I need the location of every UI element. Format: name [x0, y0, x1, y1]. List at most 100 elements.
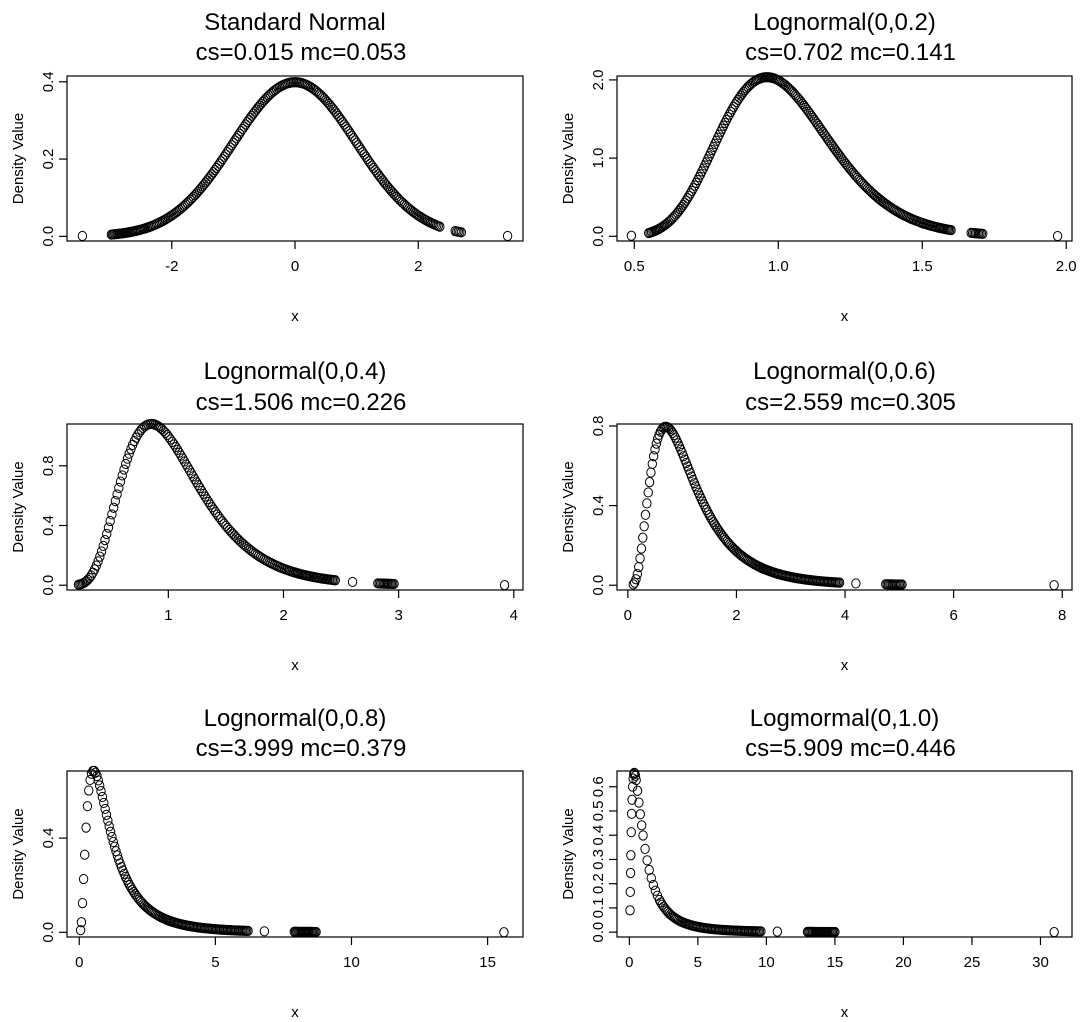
data-point [183, 462, 193, 473]
x-tick-label: 1 [164, 607, 172, 624]
data-point [389, 578, 399, 590]
data-point [169, 439, 179, 450]
data-point [625, 886, 635, 898]
x-tick-label: -2 [165, 258, 178, 275]
data-point [123, 877, 133, 888]
x-axis-label: x [841, 657, 849, 674]
data-point [107, 509, 117, 520]
data-point [77, 897, 88, 909]
x-tick-label: 2 [279, 607, 287, 624]
data-point [703, 154, 713, 165]
data-point [327, 102, 337, 113]
data-point [1052, 230, 1063, 242]
x-tick-label: 30 [1032, 954, 1049, 971]
data-point [696, 493, 706, 504]
panel-2: Lognormal(0,0.2) cs=0.702 mc=0.141 0.5 1.0 1… [560, 9, 1077, 325]
data-point [703, 507, 713, 518]
data-point [93, 556, 103, 567]
data-point [632, 785, 643, 796]
x-tick-label: 0.5 [624, 258, 645, 275]
data-point [691, 177, 701, 188]
x-tick-label: 2.0 [1056, 258, 1077, 275]
data-point [198, 488, 209, 499]
data-point [307, 82, 317, 94]
y-axis-label: Density Value [10, 808, 27, 899]
data-point [636, 543, 647, 554]
data-point [92, 770, 102, 782]
y-axis-label: Density Value [560, 461, 577, 552]
data-point [670, 432, 681, 443]
panel-6: Logmormal(0,1.0) cs=5.909 mc=0.446 0 5 10 15 2… [560, 705, 1073, 1021]
data-point [184, 465, 195, 476]
y-tick-label: 0.8 [590, 416, 607, 437]
data-point [205, 499, 216, 510]
y-axis-label: Density Value [10, 461, 27, 552]
data-point [250, 106, 260, 117]
data-point [159, 425, 169, 437]
y-axis: 0.0 0.4 0.8 [40, 455, 67, 596]
data-point [202, 494, 212, 505]
data-point [701, 504, 712, 515]
data-point [720, 117, 730, 128]
data-point [710, 138, 720, 149]
data-point [178, 453, 188, 464]
plot-frame [66, 770, 524, 938]
y-tick-label: 0.2 [40, 149, 57, 170]
x-tick-label: 0 [625, 954, 633, 971]
data-point [200, 491, 210, 502]
data-point [684, 190, 694, 201]
data-point [379, 177, 390, 188]
panel-subtitle: cs=3.999 mc=0.379 [196, 735, 407, 762]
data-point [114, 482, 124, 494]
x-tick-label: 5 [211, 954, 219, 971]
x-axis-label: x [291, 657, 299, 674]
data-point [830, 926, 840, 938]
data-point [77, 230, 88, 242]
data-point [105, 515, 115, 527]
data-point [643, 487, 653, 498]
panel-1: Standard Normal cs=0.015 mc=0.053 -2 0 2 x 0.0… [10, 9, 524, 325]
y-tick-label: 2.0 [590, 69, 607, 90]
data-point [228, 528, 238, 539]
panel-subtitle: cs=0.702 mc=0.141 [745, 39, 956, 66]
data-point [631, 574, 641, 585]
data-point [251, 104, 262, 115]
data-point [625, 867, 636, 879]
data-point [834, 577, 845, 588]
data-points [628, 421, 1059, 591]
data-point [631, 774, 641, 786]
panel-title: Lognormal(0,0.4) [204, 358, 387, 385]
data-point [109, 841, 120, 852]
data-point [405, 204, 416, 215]
data-point [639, 521, 649, 532]
data-point [627, 794, 637, 805]
data-point [117, 470, 127, 481]
data-point [692, 174, 703, 186]
y-tick-label: 0.5 [590, 801, 607, 822]
data-point [851, 578, 861, 589]
data-point [102, 528, 112, 540]
data-point [229, 530, 240, 541]
data-point [231, 532, 241, 543]
data-point [635, 809, 645, 820]
data-point [714, 129, 724, 140]
y-axis: 0.0 1.0 2.0 [590, 69, 617, 247]
data-point [456, 227, 467, 238]
data-point [628, 579, 638, 590]
data-point [640, 843, 650, 855]
data-point [715, 126, 726, 137]
data-point [647, 458, 657, 470]
data-point [697, 496, 708, 507]
data-point [121, 458, 131, 470]
data-point [648, 879, 659, 891]
data-point [642, 498, 652, 509]
panel-4: Lognormal(0,0.6) cs=2.559 mc=0.305 0 2 4 6 8 x 0… [560, 358, 1073, 674]
x-tick-label: 0 [291, 258, 299, 275]
data-point [95, 551, 105, 562]
data-point [1049, 927, 1059, 938]
data-point [699, 499, 709, 510]
data-point [694, 172, 704, 183]
y-tick-label: 0.0 [590, 922, 607, 943]
data-point [890, 205, 900, 216]
data-point [99, 797, 109, 809]
